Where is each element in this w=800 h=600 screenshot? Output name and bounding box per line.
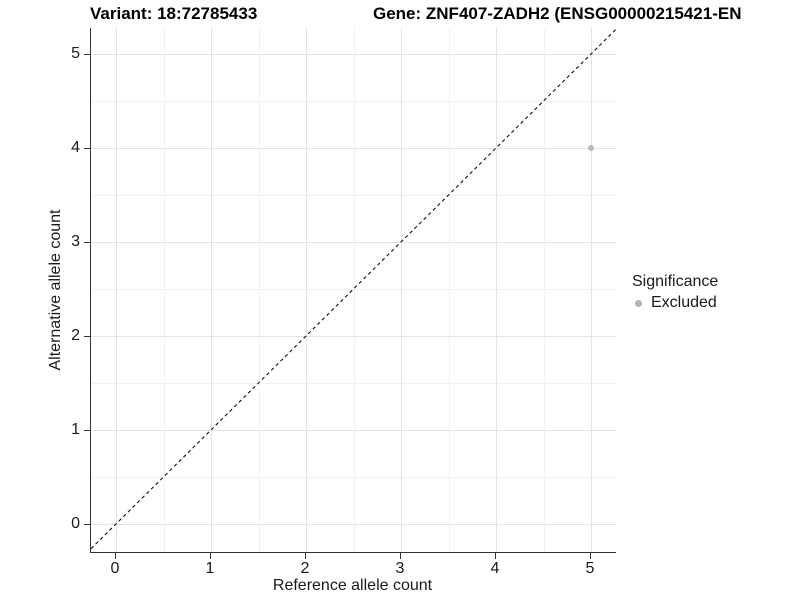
minor-gridline-y — [91, 101, 616, 102]
y-axis-tick — [84, 54, 90, 55]
variant-title: Variant: 18:72785433 — [90, 4, 258, 23]
legend: Significance Excluded — [628, 272, 718, 313]
data-point — [588, 145, 594, 151]
major-gridline-x — [496, 28, 497, 552]
x-tick-label: 0 — [110, 560, 120, 577]
plot-panel — [90, 28, 617, 553]
x-axis-title: Reference allele count — [272, 577, 433, 594]
minor-gridline-x — [163, 28, 165, 552]
minor-gridline-x — [448, 28, 450, 552]
x-tick-label: 4 — [490, 560, 500, 577]
x-axis-tick — [590, 553, 591, 559]
y-tick-label: 0 — [71, 515, 80, 532]
major-gridline-x — [401, 28, 402, 552]
x-tick-label: 5 — [585, 560, 595, 577]
plot-marks-layer — [90, 28, 617, 550]
major-gridline-y — [91, 148, 616, 149]
minor-gridline-x — [543, 28, 545, 552]
x-axis-tick — [495, 553, 496, 559]
minor-gridline-x — [353, 28, 355, 552]
y-axis-tick — [84, 148, 90, 149]
x-axis-tick — [115, 553, 116, 559]
gene-title: Gene: ZNF407-ZADH2 (ENSG00000215421-EN — [373, 4, 742, 23]
y-axis-tick — [84, 242, 90, 243]
major-gridline-x — [116, 28, 117, 552]
x-tick-label: 1 — [205, 560, 215, 577]
minor-gridline-y — [91, 289, 616, 290]
y-axis-title: Alternative allele count — [47, 209, 64, 371]
major-gridline-y — [91, 524, 616, 525]
major-gridline-y — [91, 242, 616, 243]
legend-item-label: Excluded — [651, 294, 717, 311]
y-axis-tick — [84, 524, 90, 525]
identity-dashed-line — [90, 28, 617, 550]
x-axis-tick — [210, 553, 211, 559]
y-tick-label: 5 — [71, 45, 80, 62]
major-gridline-y — [91, 54, 616, 55]
y-tick-label: 2 — [71, 327, 80, 344]
major-gridline-x — [306, 28, 307, 552]
major-gridline-y — [91, 336, 616, 337]
minor-gridline-y — [91, 195, 616, 196]
x-axis-tick — [400, 553, 401, 559]
minor-gridline-y — [91, 477, 616, 478]
y-tick-label: 1 — [71, 421, 80, 438]
y-axis-tick — [84, 336, 90, 337]
x-axis-tick — [305, 553, 306, 559]
x-tick-label: 3 — [395, 560, 405, 577]
minor-gridline-x — [258, 28, 260, 552]
x-tick-label: 2 — [300, 560, 310, 577]
major-gridline-y — [91, 430, 616, 431]
minor-gridline-y — [91, 383, 616, 384]
major-gridline-x — [211, 28, 212, 552]
major-gridline-x — [591, 28, 592, 552]
y-tick-label: 4 — [71, 139, 80, 156]
legend-item-excluded: Excluded — [628, 293, 718, 313]
y-tick-label: 3 — [71, 233, 80, 250]
legend-title: Significance — [632, 273, 719, 290]
excluded-point-icon — [635, 299, 642, 307]
y-axis-tick — [84, 430, 90, 431]
